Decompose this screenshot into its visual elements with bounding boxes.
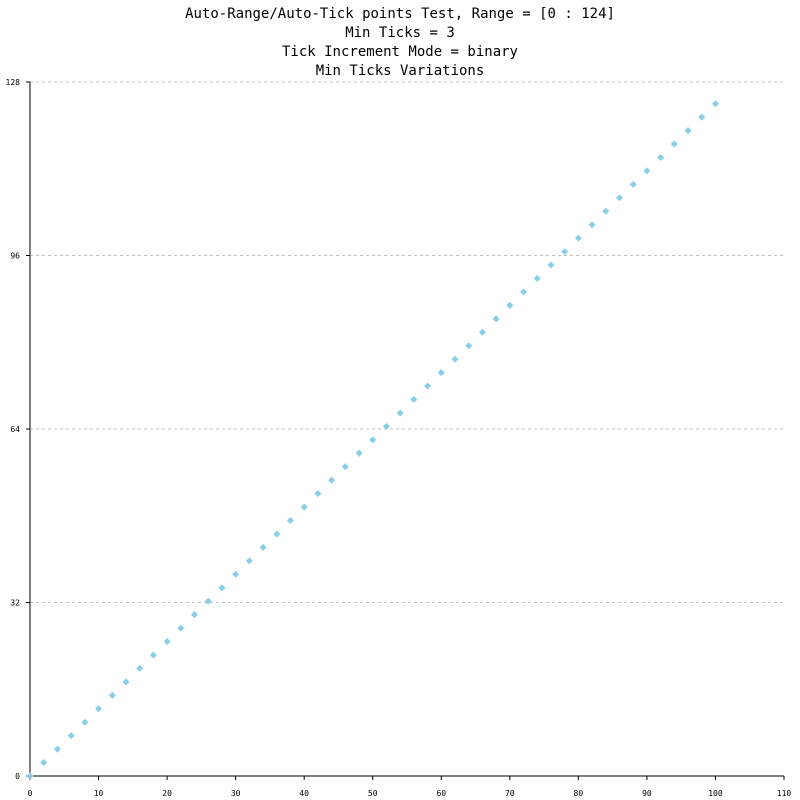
data-point: [629, 180, 637, 188]
data-point: [218, 584, 226, 592]
data-point: [698, 113, 706, 121]
data-point: [547, 261, 555, 269]
data-points: [26, 100, 719, 780]
data-point: [53, 745, 61, 753]
x-tick-label: 70: [505, 789, 515, 798]
data-point: [506, 301, 514, 309]
data-point: [286, 517, 294, 525]
data-point: [40, 759, 48, 767]
x-tick-label: 100: [708, 789, 723, 798]
y-tick-label: 32: [10, 599, 20, 608]
data-point: [588, 221, 596, 229]
data-point: [615, 194, 623, 202]
data-point: [382, 422, 390, 430]
data-point: [328, 476, 336, 484]
data-point: [163, 638, 171, 646]
y-tick-label: 64: [10, 425, 20, 434]
data-point: [314, 490, 322, 498]
data-point: [177, 624, 185, 632]
data-point: [341, 463, 349, 471]
data-point: [149, 651, 157, 659]
x-tick-label: 90: [642, 789, 652, 798]
data-point: [67, 732, 75, 740]
x-tick-label: 80: [574, 789, 584, 798]
y-tick-label: 0: [15, 772, 20, 781]
data-point: [245, 557, 253, 565]
data-point: [369, 436, 377, 444]
data-point: [574, 234, 582, 242]
title-line-3: Tick Increment Mode = binary: [282, 44, 518, 60]
y-tick-label: 96: [10, 252, 20, 261]
data-point: [122, 678, 130, 686]
data-point: [711, 100, 719, 108]
data-point: [95, 705, 103, 713]
data-point: [533, 274, 541, 282]
title-line-4: Min Ticks Variations: [316, 63, 485, 79]
grid-lines: [30, 81, 784, 603]
data-point: [410, 396, 418, 404]
data-point: [191, 611, 199, 619]
data-point: [108, 691, 116, 699]
data-point: [424, 382, 432, 390]
data-point: [437, 369, 445, 377]
data-point: [643, 167, 651, 175]
data-point: [81, 718, 89, 726]
data-point: [684, 127, 692, 135]
data-point: [657, 153, 665, 161]
x-tick-label: 50: [368, 789, 378, 798]
data-point: [602, 207, 610, 215]
x-tick-label: 60: [436, 789, 446, 798]
x-tick-label: 0: [28, 789, 33, 798]
data-point: [465, 342, 473, 350]
data-point: [396, 409, 404, 417]
data-point: [136, 664, 144, 672]
data-point: [561, 248, 569, 256]
data-point: [259, 543, 267, 551]
data-point: [492, 315, 500, 323]
chart-title: Auto-Range/Auto-Tick points Test, Range …: [185, 6, 615, 79]
x-axis-ticks: 0 10 20 30 40 50 60 70 80 90 100 110: [28, 776, 792, 798]
title-line-2: Min Ticks = 3: [345, 25, 455, 41]
x-tick-label: 30: [231, 789, 241, 798]
data-point: [204, 597, 212, 605]
x-tick-label: 10: [94, 789, 104, 798]
x-tick-label: 20: [162, 789, 172, 798]
title-line-1: Auto-Range/Auto-Tick points Test, Range …: [185, 6, 615, 22]
data-point: [670, 140, 678, 148]
data-point: [520, 288, 528, 296]
data-point: [478, 328, 486, 336]
data-point: [300, 503, 308, 511]
y-axis-ticks: 0 32 64 96 128: [6, 78, 30, 781]
y-tick-label: 128: [6, 78, 21, 87]
x-tick-label: 110: [777, 789, 792, 798]
data-point: [26, 772, 34, 780]
data-point: [451, 355, 459, 363]
axes: [29, 82, 784, 777]
data-point: [355, 449, 363, 457]
x-tick-label: 40: [299, 789, 309, 798]
data-point: [232, 570, 240, 578]
data-point: [273, 530, 281, 538]
